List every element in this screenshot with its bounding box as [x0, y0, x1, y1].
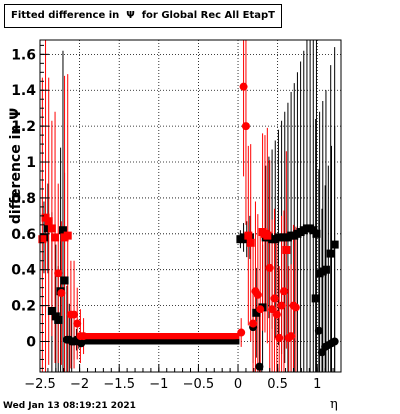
black-point [311, 294, 320, 303]
red-point [79, 332, 88, 341]
y-tick-label: 1.4 [11, 83, 36, 99]
black-point [233, 338, 240, 345]
black-point [330, 337, 339, 346]
red-point [253, 290, 262, 299]
red-point [275, 333, 284, 342]
error-bars [41, 40, 336, 372]
red-point [256, 305, 265, 314]
x-axis-ticks: −2.5 −2 −1.5 −1 −0.5 0 0.5 1 [24, 364, 334, 392]
y-tick-label: 1 [26, 155, 36, 171]
red-point [268, 305, 277, 314]
red-point [38, 235, 47, 244]
red-point [57, 289, 66, 298]
black-point [60, 276, 69, 285]
red-point [241, 122, 250, 131]
y-axis-ticks: 0 0.2 0.4 0.6 0.8 1 1.2 1.4 1.6 [11, 44, 49, 369]
chart-title: Fitted difference in Ψ for Global Rec Al… [4, 4, 282, 28]
y-tick-label: 0.8 [11, 191, 36, 207]
red-point [70, 310, 79, 319]
x-tick-label: −1.5 [103, 377, 135, 392]
timestamp-footer: Wed Jan 13 08:19:21 2021 [3, 401, 136, 411]
red-point [263, 231, 272, 240]
red-point [270, 294, 279, 303]
black-point [326, 249, 335, 258]
red-point [272, 310, 281, 319]
red-point [63, 231, 72, 240]
y-axis-label: difference in Ψ [8, 107, 24, 225]
red-point [291, 303, 300, 312]
y-tick-label: 1.6 [11, 47, 36, 63]
data-markers [38, 82, 339, 371]
black-point [47, 306, 56, 315]
y-tick-label: 0.6 [11, 227, 36, 243]
x-tick-label: −1 [149, 377, 168, 392]
red-point [244, 231, 253, 240]
x-tick-label: 0 [234, 377, 242, 392]
y-tick-label: 0.2 [11, 299, 36, 315]
red-point [265, 263, 274, 272]
red-point [239, 82, 248, 91]
black-point [54, 315, 63, 324]
x-axis-label: η [330, 397, 338, 412]
red-point [249, 319, 258, 328]
red-point [47, 224, 56, 233]
red-point [233, 333, 240, 340]
x-tick-label: −2 [70, 377, 89, 392]
red-point [279, 287, 288, 296]
y-tick-label: 0 [26, 334, 36, 350]
red-point [237, 328, 246, 337]
x-tick-label: −2.5 [24, 377, 56, 392]
red-point [51, 233, 60, 242]
black-point [77, 339, 86, 348]
x-tick-label: 1 [313, 377, 321, 392]
red-point [44, 217, 53, 226]
black-point [314, 326, 323, 335]
red-point [277, 301, 286, 310]
black-point [330, 240, 339, 249]
red-point [246, 238, 255, 247]
x-tick-label: 0.5 [267, 377, 288, 392]
black-point [252, 308, 261, 317]
red-point [287, 332, 296, 341]
black-point [312, 229, 321, 238]
y-tick-label: 0.4 [11, 263, 36, 279]
x-tick-label: −0.5 [183, 377, 215, 392]
red-point [73, 319, 82, 328]
y-tick-label: 1.2 [11, 119, 36, 135]
black-point [321, 265, 330, 274]
red-point [282, 245, 291, 254]
red-point [54, 269, 63, 278]
black-point [58, 226, 67, 235]
